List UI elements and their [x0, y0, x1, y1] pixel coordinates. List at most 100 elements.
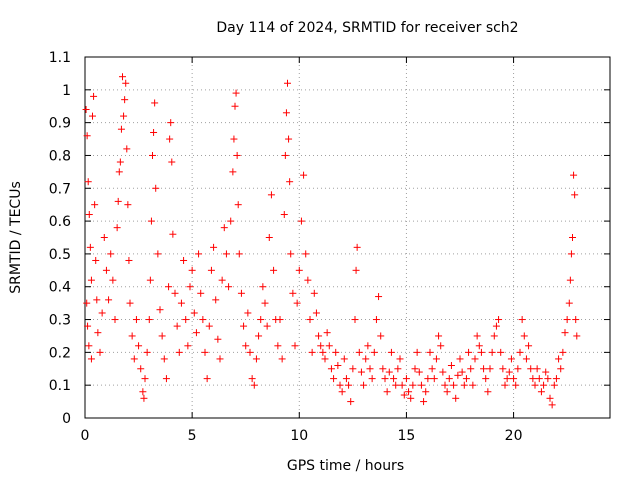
data-point	[135, 342, 143, 350]
data-point	[257, 316, 265, 324]
data-point	[319, 348, 327, 356]
data-point	[267, 191, 275, 199]
y-tick-label: 1	[62, 83, 71, 99]
data-point	[102, 266, 110, 274]
data-point	[315, 332, 323, 340]
data-point	[91, 201, 99, 209]
data-point	[182, 316, 190, 324]
data-point	[542, 368, 550, 376]
data-point	[518, 316, 526, 324]
x-tick-label: 15	[398, 428, 416, 444]
data-point	[529, 375, 537, 383]
data-point	[281, 151, 289, 159]
data-point	[113, 224, 121, 232]
data-point	[291, 342, 299, 350]
data-point	[147, 217, 155, 225]
data-point	[342, 375, 350, 383]
data-point	[424, 375, 432, 383]
data-point	[522, 355, 530, 363]
data-point	[571, 191, 579, 199]
data-point	[96, 348, 104, 356]
data-point	[218, 276, 226, 284]
data-point	[475, 342, 483, 350]
data-point	[450, 381, 458, 389]
data-point	[188, 266, 196, 274]
data-point	[160, 355, 168, 363]
data-point	[105, 296, 113, 304]
chart-title: Day 114 of 2024, SRMTID for receiver sch…	[216, 20, 518, 36]
data-point	[550, 381, 558, 389]
data-point	[462, 375, 470, 383]
data-point	[510, 375, 518, 383]
y-tick-label: 0	[62, 411, 71, 427]
data-point	[250, 381, 258, 389]
data-point	[559, 348, 567, 356]
data-point	[565, 299, 573, 307]
data-point	[362, 355, 370, 363]
data-point	[177, 299, 185, 307]
data-point	[546, 394, 554, 402]
data-point	[377, 332, 385, 340]
data-point	[381, 375, 389, 383]
data-point	[132, 316, 140, 324]
plot-frame	[84, 56, 611, 419]
data-point	[186, 283, 194, 291]
data-point	[447, 361, 455, 369]
data-point	[195, 250, 203, 258]
data-point	[552, 375, 560, 383]
data-point	[84, 322, 92, 330]
data-point	[349, 365, 357, 373]
data-point	[422, 388, 430, 396]
data-point	[197, 289, 205, 297]
data-point	[396, 355, 404, 363]
data-point	[352, 266, 360, 274]
data-point	[567, 250, 575, 258]
data-point	[289, 289, 297, 297]
data-point	[557, 365, 565, 373]
data-point	[415, 368, 423, 376]
data-point	[570, 171, 578, 179]
y-axis-label: SRMTID / TECUs	[8, 181, 24, 294]
y-tick-label: 0.3	[49, 313, 71, 329]
data-point	[441, 381, 449, 389]
data-point	[162, 375, 170, 383]
data-point	[259, 283, 267, 291]
data-point	[173, 322, 181, 330]
data-point	[205, 322, 213, 330]
data-point	[274, 342, 282, 350]
data-point	[497, 348, 505, 356]
y-tick-label: 0.7	[49, 181, 71, 197]
data-point	[86, 243, 94, 251]
data-point	[323, 329, 331, 337]
data-point	[119, 73, 126, 81]
data-point	[458, 368, 466, 376]
data-point	[435, 332, 443, 340]
data-point	[439, 368, 447, 376]
data-point	[357, 368, 365, 376]
data-point	[512, 381, 520, 389]
data-point	[100, 234, 108, 241]
y-tick-label: 0.1	[49, 378, 71, 394]
data-point	[212, 296, 220, 304]
data-point	[87, 355, 95, 363]
data-point	[394, 365, 402, 373]
data-point	[505, 368, 513, 376]
data-point	[417, 381, 425, 389]
x-tick-label: 0	[81, 428, 90, 444]
data-point	[336, 381, 344, 389]
data-point	[123, 145, 131, 153]
data-point	[572, 316, 580, 324]
data-point	[284, 79, 291, 87]
data-point	[488, 348, 496, 356]
data-point	[364, 342, 372, 350]
data-point	[569, 234, 576, 241]
y-tick-label: 0.5	[49, 247, 71, 263]
data-point	[140, 394, 148, 402]
data-point	[207, 266, 215, 274]
data-point	[227, 217, 235, 225]
data-point	[169, 230, 177, 238]
data-point	[190, 309, 198, 317]
data-point	[246, 348, 254, 356]
data-point	[407, 394, 415, 402]
data-point	[368, 375, 376, 383]
